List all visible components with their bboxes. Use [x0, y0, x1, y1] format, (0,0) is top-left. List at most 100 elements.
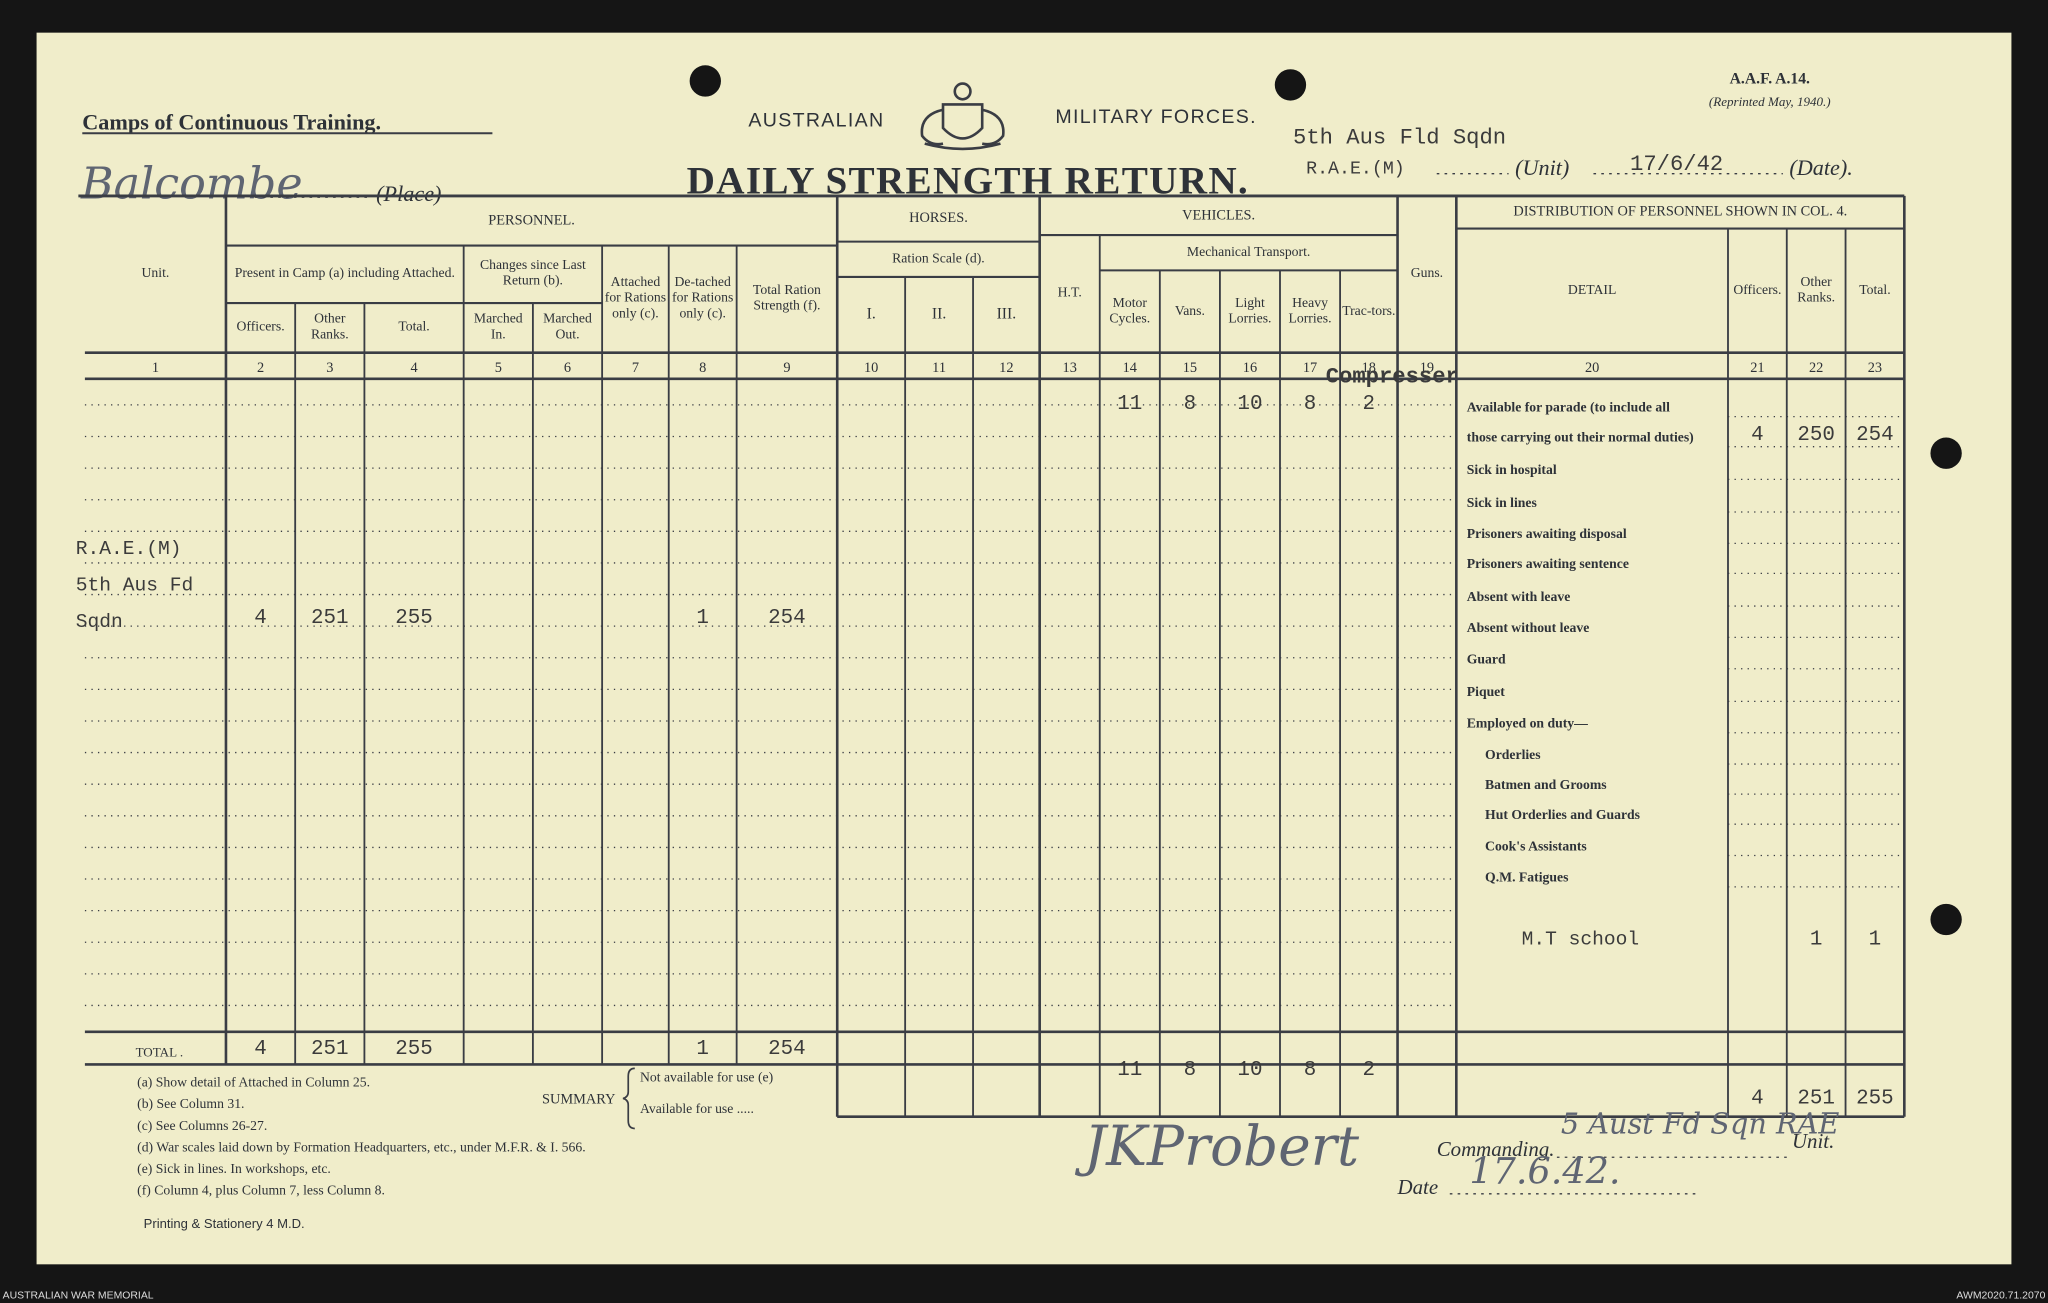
column-header: Marched Out. — [543, 312, 592, 343]
form: Camps of Continuous Training. AUSTRALIAN M… — [3, 71, 2046, 1302]
group-header: HORSES. — [909, 210, 968, 227]
column-header: Other Ranks. — [1797, 275, 1836, 305]
commanding-label: Commanding. — [1437, 1137, 1555, 1161]
column-header: Total. — [398, 320, 430, 335]
forces-label: AUSTRALIAN — [748, 110, 884, 132]
subgroup-header: Ration Scale (d). — [892, 251, 985, 266]
footnote: (d) War scales laid down by Formation He… — [137, 1139, 586, 1155]
column-number: 4 — [410, 360, 417, 376]
distribution-item: those carrying out their normal duties) — [1467, 429, 1694, 445]
column-number: 21 — [1750, 360, 1764, 376]
punch-hole — [1930, 903, 1962, 936]
place-label: (Place) — [376, 181, 441, 206]
column-number: 12 — [999, 360, 1013, 376]
column-header-box: Unit. — [142, 267, 170, 281]
subgroup-header-box: Ration Scale (d). — [892, 251, 985, 266]
distribution-item: Sick in hospital — [1467, 462, 1557, 477]
place-value: Balcombe — [80, 159, 303, 210]
column-header-box: Motor Cycles. — [1109, 296, 1150, 326]
distribution-value: 4 — [1751, 424, 1764, 447]
footnote: (a) Show detail of Attached in Column 25… — [137, 1075, 370, 1091]
column-header-box: Total. — [1859, 283, 1890, 297]
column-header-box: Trac-tors. — [1342, 304, 1395, 318]
column-header-box: De-tached for Rations only (c). — [672, 276, 734, 322]
column-header: Officers. — [1733, 282, 1782, 298]
column-header-box: Vans. — [1174, 303, 1205, 319]
column-header-box: Other Ranks. — [311, 312, 349, 342]
column-header-box: Marched In. — [473, 312, 523, 343]
column-header: III. — [996, 304, 1017, 323]
group-header-box: VEHICLES. — [1182, 207, 1255, 223]
distribution-item: Absent with leave — [1467, 589, 1571, 604]
total-value: 2 — [1363, 1059, 1376, 1082]
column-header: H.T. — [1057, 286, 1082, 301]
paper-layer — [36, 32, 2012, 1265]
coat-of-arms — [920, 82, 1005, 151]
total-value: 4 — [254, 1038, 267, 1061]
subgroup-header: Mechanical Transport. — [1186, 245, 1311, 260]
footnote: (e) Sick in lines. In workshops, etc. — [137, 1161, 331, 1177]
column-number: 13 — [1063, 360, 1077, 376]
unit-value: R.A.E.(M) — [1306, 160, 1405, 180]
column-header-box: Light Lorries. — [1228, 296, 1271, 326]
distribution-item: Hut Orderlies and Guards — [1485, 807, 1640, 822]
column-header: II. — [931, 304, 947, 323]
reprint-note: (Reprinted May, 1940.) — [1709, 94, 1831, 109]
column-number: 17 — [1303, 360, 1317, 376]
group-header-box: HORSES. — [909, 210, 968, 227]
form-series: Camps of Continuous Training. — [82, 109, 381, 134]
column-header-box: Guns. — [1410, 266, 1444, 281]
column-header: Officers. — [236, 320, 285, 335]
date-value: 17/6/42 — [1630, 152, 1723, 177]
column-number: 20 — [1585, 360, 1599, 376]
total-label: TOTAL . — [136, 1045, 184, 1060]
date-label: (Date). — [1789, 155, 1852, 180]
distribution-value: 254 — [1856, 424, 1894, 447]
distribution-value: 250 — [1797, 424, 1835, 447]
cell-value: 254 — [768, 607, 806, 630]
cell-value: 251 — [311, 607, 349, 630]
unit-entry: 5th Aus Fd — [76, 574, 194, 596]
column-header-box: DETAIL — [1568, 283, 1616, 297]
total-value: 251 — [311, 1038, 349, 1061]
cell-value: 11 — [1117, 393, 1142, 416]
unit-entry: Sqdn — [76, 611, 123, 633]
column-header-box: Marched Out. — [543, 312, 592, 343]
column-number: 19 — [1420, 360, 1434, 376]
distribution-item: Batmen and Grooms — [1485, 777, 1607, 792]
cell-value: 10 — [1237, 393, 1262, 416]
group-header: PERSONNEL. — [488, 212, 575, 229]
column-number: 7 — [632, 360, 639, 376]
distribution-item: Orderlies — [1485, 747, 1541, 762]
subgroup-header-box: Changes since Last Return (b). — [480, 259, 586, 289]
column-header-box: II. — [931, 304, 947, 323]
cell-value: 8 — [1304, 393, 1317, 416]
column-number: 10 — [864, 360, 878, 376]
column-header-box: Other Ranks. — [1797, 275, 1836, 305]
distribution-item: Piquet — [1467, 684, 1506, 699]
distribution-item: Guard — [1467, 652, 1506, 667]
distribution-value: 1 — [1869, 928, 1882, 951]
archive-reference: AWM2020.71.2070 — [1956, 1290, 2045, 1301]
punch-hole — [689, 65, 721, 97]
column-number: 16 — [1243, 360, 1257, 376]
column-header: Marched In. — [473, 312, 523, 343]
column-header-box: Officers. — [236, 320, 285, 335]
brace — [622, 1067, 635, 1130]
column-header: Heavy Lorries. — [1288, 296, 1332, 326]
column-number: 9 — [783, 360, 790, 376]
column-number: 5 — [495, 360, 502, 376]
column-header: Vans. — [1174, 303, 1205, 319]
shield — [941, 103, 984, 140]
distribution-item: Prisoners awaiting disposal — [1467, 526, 1627, 541]
column-header: Guns. — [1410, 266, 1444, 281]
group-header-box: DISTRIBUTION OF PERSONNEL SHOWN IN COL. … — [1513, 204, 1847, 220]
footnote: (b) See Column 31. — [137, 1096, 244, 1112]
column-header: De-tached for Rations only (c). — [672, 276, 734, 322]
total-value: 8 — [1304, 1059, 1317, 1082]
column-number: 15 — [1183, 360, 1197, 376]
cell-value: 8 — [1184, 393, 1197, 416]
cell-value: 1 — [696, 607, 709, 630]
column-header-box: I. — [867, 305, 876, 323]
